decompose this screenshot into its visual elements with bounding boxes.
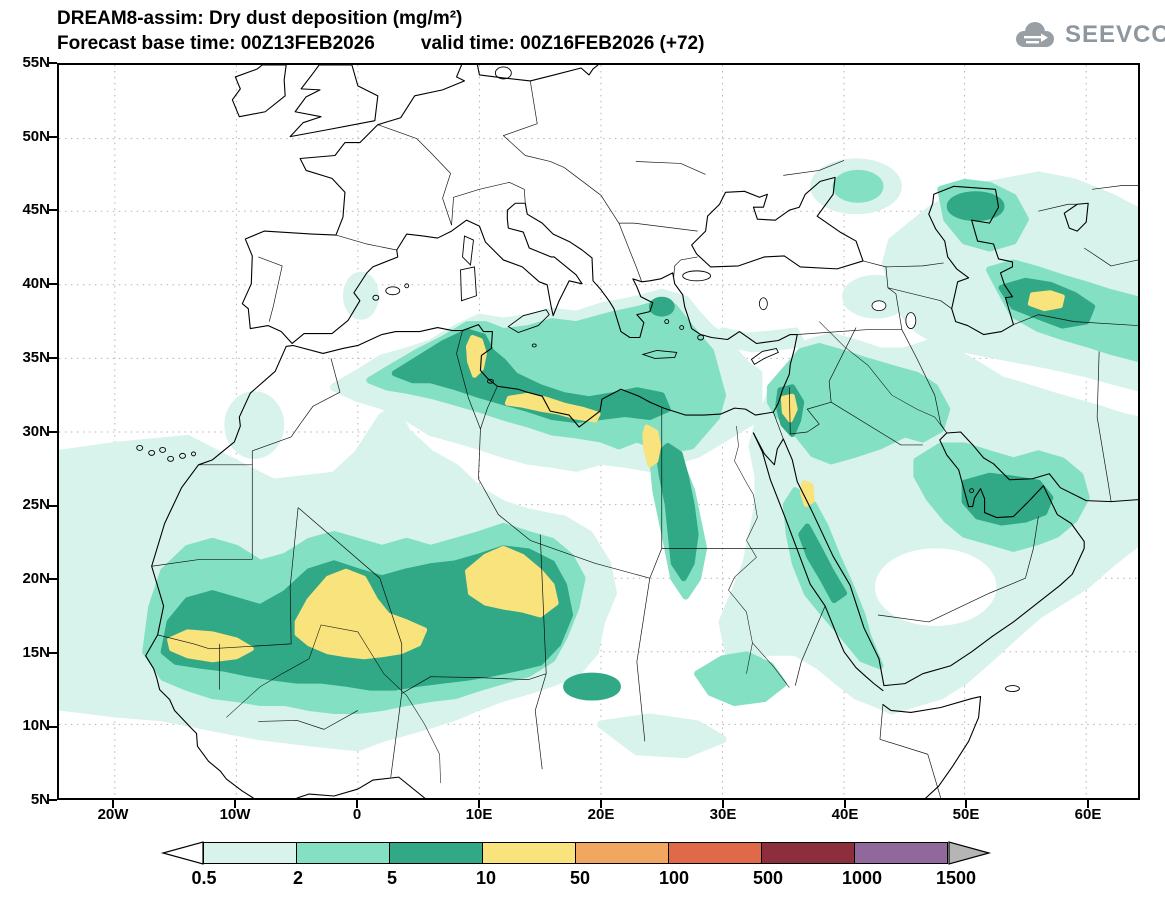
legend-segment	[575, 842, 669, 864]
cloud-icon	[1016, 22, 1054, 47]
x-tick-label: 10E	[465, 806, 493, 823]
legend-label: 500	[752, 868, 784, 888]
axis-tick	[356, 800, 358, 808]
axis-tick	[722, 800, 724, 808]
legend-segment	[854, 842, 948, 864]
legend-segment	[296, 842, 390, 864]
axis-tick	[965, 800, 967, 808]
y-tick-label: 5N	[30, 791, 50, 808]
color-scale-legend: 0.5 2 5 10 50 100 500 1000 1500	[160, 841, 1050, 901]
legend-bar	[160, 841, 1050, 865]
axis-tick	[49, 726, 57, 728]
legend-segment	[389, 842, 483, 864]
axis-tick	[49, 578, 57, 580]
y-tick-label: 10N	[22, 717, 50, 734]
y-tick-label: 15N	[22, 644, 50, 661]
axis-tick	[49, 431, 57, 433]
x-tick-label: 20W	[97, 806, 129, 823]
legend-label: 1500	[935, 868, 977, 888]
legend-segment	[761, 842, 855, 864]
legend-label: 0.5	[191, 868, 217, 888]
legend-label: 100	[658, 868, 690, 888]
seevccc-logo: SEEVCCC	[1012, 20, 1165, 50]
axis-tick	[478, 800, 480, 808]
dust-deposition-map	[59, 65, 1138, 798]
x-tick-label: 60E	[1074, 806, 1102, 823]
x-tick-label: 20E	[587, 806, 615, 823]
legend-segment	[203, 842, 297, 864]
legend-label: 50	[569, 868, 591, 888]
x-tick-label: 50E	[952, 806, 980, 823]
axis-tick	[49, 799, 57, 801]
map-frame	[57, 63, 1140, 800]
islands	[136, 235, 1020, 693]
chart-subtitle: Forecast base time: 00Z13FEB2026 valid ti…	[57, 33, 704, 55]
valid-time: valid time: 00Z16FEB2026 (+72)	[420, 33, 705, 54]
x-tick-label: 40E	[831, 806, 859, 823]
rivers	[226, 321, 947, 784]
x-tick-label: 10W	[219, 806, 251, 823]
legend-label: 10	[475, 868, 497, 888]
legend-underflow-arrow-icon	[160, 841, 204, 865]
legend-segment	[482, 842, 576, 864]
axis-tick	[112, 800, 114, 808]
y-tick-label: 30N	[22, 423, 50, 440]
y-tick-label: 50N	[22, 128, 50, 145]
logo-text: SEEVCCC	[1065, 21, 1165, 48]
x-tick-label: 30E	[709, 806, 737, 823]
axis-tick	[49, 62, 57, 64]
y-tick-label: 20N	[22, 570, 50, 587]
dust-shading-level4	[167, 290, 1065, 663]
axis-tick	[49, 209, 57, 211]
legend-overflow-arrow-icon	[948, 841, 992, 865]
chart-title: DREAM8-assim: Dry dust deposition (mg/m²…	[57, 8, 463, 29]
axis-tick	[844, 800, 846, 808]
legend-segment	[668, 842, 762, 864]
y-tick-label: 25N	[22, 496, 50, 513]
coastlines	[145, 65, 1138, 798]
axis-tick	[49, 505, 57, 507]
axis-tick	[1087, 800, 1089, 808]
x-tick-label: 0	[352, 806, 362, 823]
y-tick-label: 35N	[22, 349, 50, 366]
y-tick-label: 45N	[22, 201, 50, 218]
legend-label: 1000	[841, 868, 883, 888]
forecast-base-time: Forecast base time: 00Z13FEB2026	[57, 33, 375, 54]
axis-tick	[49, 652, 57, 654]
country-borders	[151, 80, 1138, 798]
legend-label: 5	[386, 868, 397, 888]
axis-tick	[49, 283, 57, 285]
axis-tick	[49, 357, 57, 359]
y-tick-label: 40N	[22, 275, 50, 292]
axis-tick	[600, 800, 602, 808]
y-tick-label: 55N	[22, 54, 50, 71]
legend-label: 2	[292, 868, 303, 888]
axis-tick	[49, 136, 57, 138]
axis-tick	[234, 800, 236, 808]
